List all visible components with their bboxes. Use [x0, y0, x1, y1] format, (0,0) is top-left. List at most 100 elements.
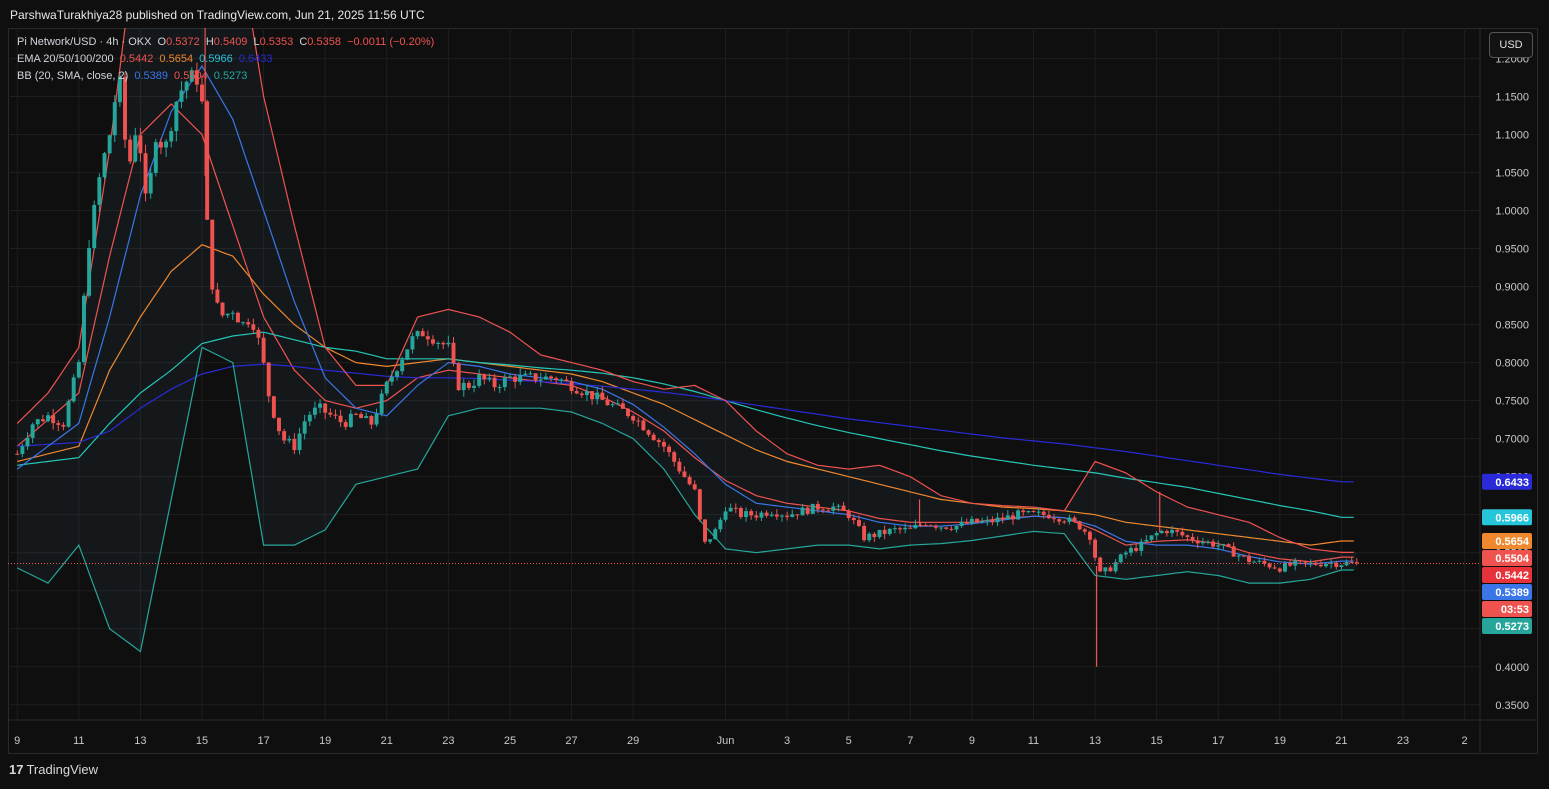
x-tick-label: 9: [969, 735, 975, 747]
candle-body: [1339, 565, 1344, 567]
candle-body: [451, 342, 456, 364]
candle-body: [969, 518, 974, 524]
plot-area: [8, 28, 1480, 667]
candle-body: [179, 90, 184, 102]
candle-body: [672, 452, 677, 462]
x-tick-label: 19: [1274, 735, 1286, 747]
candle-body: [836, 505, 841, 507]
candle-body: [1031, 511, 1036, 513]
candle-body: [338, 415, 343, 423]
y-tick-label: 0.4000: [1495, 662, 1529, 674]
candle-body: [153, 142, 158, 173]
candle-body: [749, 511, 754, 516]
candle-body: [703, 519, 707, 542]
price-axis-label: 03:53: [1501, 604, 1529, 616]
candle-body: [1041, 511, 1046, 515]
x-tick-label: 23: [1397, 735, 1409, 747]
candle-body: [1185, 535, 1190, 537]
ema-legend[interactable]: EMA 20/50/100/200 0.5442 0.5654 0.5966 0…: [17, 53, 276, 65]
candle-body: [446, 342, 451, 345]
candle-body: [210, 219, 215, 290]
candle-body: [708, 539, 713, 542]
tradingview-logo[interactable]: 17 TradingView: [9, 762, 98, 777]
candle-body: [102, 153, 107, 178]
candle-body: [744, 511, 749, 518]
x-tick-label: 5: [846, 735, 852, 747]
candle-body: [528, 373, 533, 375]
symbol-legend[interactable]: Pi Network/USD · 4h · OKX O0.5372 H0.540…: [17, 36, 437, 48]
candle-body: [605, 399, 610, 406]
candle-body: [759, 512, 764, 518]
candle-body: [538, 379, 543, 381]
x-tick-label: 25: [504, 735, 516, 747]
price-axis-label: 0.5389: [1495, 587, 1529, 599]
candle-body: [1057, 519, 1062, 522]
candle-body: [271, 396, 276, 418]
candle-body: [76, 362, 81, 378]
candle-body: [158, 142, 163, 148]
candle-body: [220, 302, 225, 316]
candle-body: [692, 484, 697, 490]
candle-body: [359, 413, 364, 419]
open-label: O: [157, 36, 167, 48]
candle-body: [887, 528, 892, 534]
y-tick-label: 0.8000: [1495, 358, 1529, 370]
x-tick-label: 21: [381, 735, 393, 747]
symbol-name: Pi Network/USD · 4h · OKX: [17, 36, 152, 48]
candle-body: [882, 529, 887, 534]
candle-body: [323, 403, 328, 413]
x-tick-label: 2: [1462, 735, 1468, 747]
candle-body: [441, 342, 446, 345]
bb-legend[interactable]: BB (20, SMA, close, 2) 0.5389 0.5504 0.5…: [17, 70, 250, 82]
candle-body: [661, 442, 666, 447]
candle-body: [1077, 521, 1082, 530]
candle-body: [25, 437, 30, 447]
price-chart[interactable]: 1.20001.15001.10001.05001.00000.95000.90…: [8, 28, 1538, 754]
candle-body: [908, 527, 913, 529]
x-tick-label: 23: [442, 735, 454, 747]
candle-body: [184, 81, 189, 91]
candle-body: [1318, 564, 1323, 567]
candle-body: [477, 374, 482, 386]
candle-body: [425, 336, 430, 340]
candle-body: [15, 453, 20, 455]
candle-body: [1072, 517, 1077, 522]
candle-body: [1052, 518, 1056, 520]
candle-body: [1159, 530, 1164, 534]
x-tick-label: 17: [257, 735, 269, 747]
candle-body: [959, 521, 964, 526]
candle-body: [81, 295, 86, 363]
currency-button[interactable]: USD: [1489, 32, 1533, 58]
candle-body: [990, 519, 995, 523]
candle-body: [1118, 554, 1123, 563]
candle-body: [282, 431, 287, 441]
candle-body: [800, 507, 805, 516]
ema50-value: 0.5654: [159, 53, 194, 65]
candle-body: [513, 376, 518, 382]
candle-body: [302, 421, 307, 434]
candle-body: [682, 471, 687, 478]
candle-body: [1211, 541, 1216, 547]
candle-body: [1098, 557, 1103, 572]
candle-body: [138, 135, 143, 154]
y-tick-label: 1.0000: [1495, 206, 1529, 218]
candle-body: [431, 339, 435, 344]
candle-body: [667, 446, 672, 453]
candle-body: [200, 84, 204, 102]
candle-body: [256, 329, 261, 338]
candle-body: [1247, 555, 1252, 562]
bb-lower-value: 0.5273: [213, 70, 248, 82]
ema50-line: [17, 244, 1354, 546]
candle-body: [554, 378, 559, 380]
y-tick-label: 0.9500: [1495, 244, 1529, 256]
candle-body: [92, 204, 97, 249]
candle-body: [405, 349, 410, 360]
candle-body: [51, 415, 56, 424]
x-tick-label: Jun: [717, 735, 735, 747]
candle-body: [636, 420, 641, 422]
candle-body: [903, 527, 908, 530]
price-axis-label-bg: [1482, 566, 1532, 583]
candle-body: [1093, 539, 1098, 558]
ema20-value: 0.5442: [119, 53, 154, 65]
candle-body: [1103, 567, 1108, 572]
